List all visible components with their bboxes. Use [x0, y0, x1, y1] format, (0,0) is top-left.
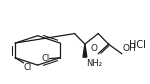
Text: Cl: Cl [41, 54, 49, 63]
Text: NH₂: NH₂ [86, 59, 102, 68]
Text: O: O [90, 44, 98, 53]
Polygon shape [83, 44, 87, 57]
Text: OH: OH [122, 44, 136, 53]
Text: Cl: Cl [24, 63, 32, 72]
Text: HCl: HCl [129, 39, 146, 50]
